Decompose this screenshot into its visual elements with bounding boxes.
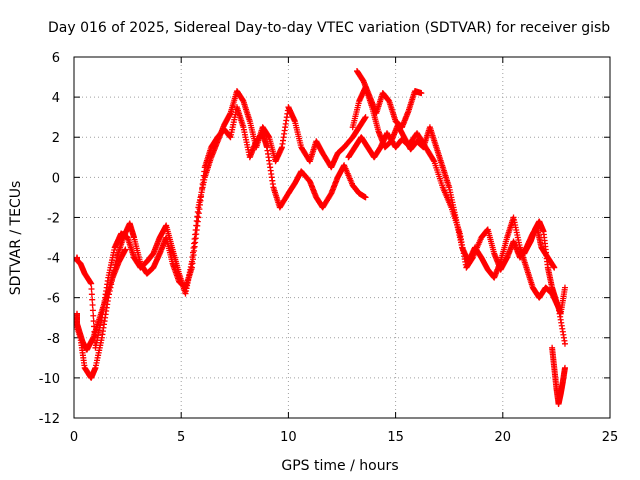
x-tick-label: 5 — [177, 430, 185, 445]
data-point — [561, 340, 568, 347]
x-tick-label: 0 — [70, 430, 78, 445]
data-point — [551, 264, 558, 271]
data-point — [561, 284, 568, 291]
data-point — [88, 291, 95, 298]
data-point — [90, 318, 97, 325]
y-tick-label: 0 — [52, 171, 60, 186]
data-point — [418, 90, 425, 97]
x-axis-label: GPS time / hours — [281, 458, 398, 474]
x-tick-label: 15 — [387, 430, 404, 445]
data-point — [362, 194, 369, 201]
y-tick-label: -12 — [39, 412, 60, 427]
y-axis-label: SDTVAR / TECUs — [8, 181, 24, 296]
data-point — [89, 307, 96, 314]
y-tick-label: -4 — [47, 252, 60, 267]
y-tick-label: -8 — [47, 332, 60, 347]
plot-frame — [73, 56, 611, 419]
x-tick-label: 10 — [280, 430, 297, 445]
data-point — [88, 280, 95, 287]
chart-title: Day 016 of 2025, Sidereal Day-to-day VTE… — [48, 20, 610, 36]
series-track-b — [74, 88, 369, 351]
data-point — [122, 246, 129, 253]
data-point — [89, 302, 96, 309]
data-point — [561, 364, 568, 371]
data-point — [89, 296, 96, 303]
data-point — [90, 312, 97, 319]
series-track-d — [349, 84, 568, 347]
y-tick-label: 2 — [52, 131, 60, 146]
series-track-f — [521, 218, 568, 317]
y-tick-label: -2 — [47, 211, 60, 226]
x-tick-label: 25 — [602, 430, 619, 445]
data-point — [362, 114, 369, 121]
x-tick-label: 20 — [495, 430, 512, 445]
y-tick-label: -10 — [39, 372, 60, 387]
data-point — [88, 285, 95, 292]
series-track-g — [549, 344, 568, 407]
data-points — [74, 68, 568, 407]
y-tick-label: 6 — [52, 51, 60, 66]
series-track-e — [345, 130, 558, 273]
y-tick-label: -6 — [47, 292, 60, 307]
data-point — [430, 157, 437, 164]
series-track-h — [74, 246, 129, 353]
y-tick-label: 4 — [52, 91, 60, 106]
